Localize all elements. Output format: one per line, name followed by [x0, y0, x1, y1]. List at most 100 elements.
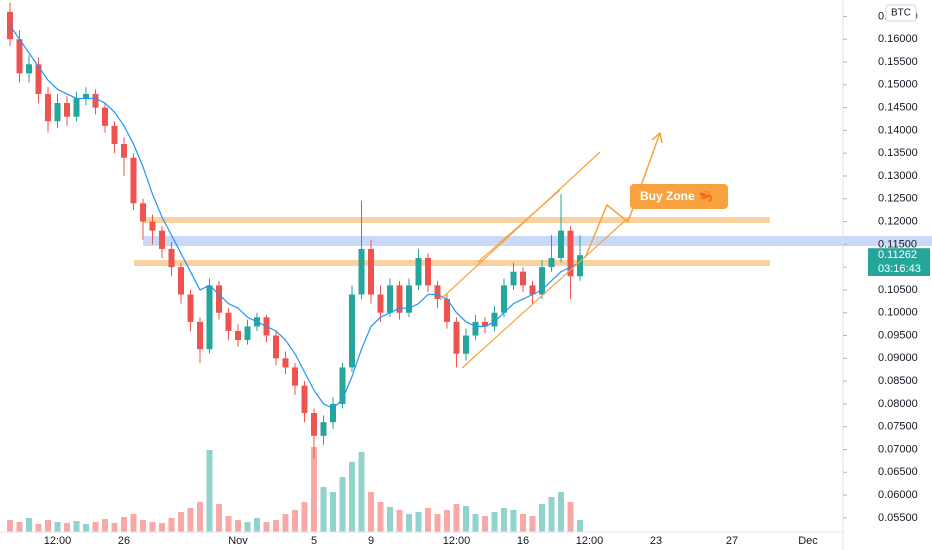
volume-bar [339, 477, 346, 532]
countdown-box [868, 262, 930, 276]
candle-body [339, 367, 346, 404]
volume-bar [244, 522, 251, 532]
candle-body [282, 358, 289, 368]
volume-bar [425, 508, 431, 532]
candle-body [482, 321, 488, 327]
candle-body [406, 285, 412, 313]
x-tick-label: 23 [650, 535, 662, 547]
volume-bar [130, 514, 137, 532]
volume-bar [197, 502, 203, 532]
y-tick-label: 0.14000 [878, 124, 918, 136]
x-tick-label: 12:00 [443, 535, 471, 547]
y-tick-label: 0.06500 [878, 466, 918, 478]
candle-body [558, 230, 564, 259]
candle-body [548, 258, 555, 268]
candle-body [311, 413, 317, 436]
x-tick-label: 12:00 [44, 535, 72, 547]
candle-body [111, 125, 118, 145]
upper-level [143, 217, 770, 223]
volume-bar [102, 519, 108, 532]
candle-body [92, 93, 99, 108]
volume-bar [406, 514, 412, 532]
candle-body [377, 294, 384, 313]
drawings [134, 217, 932, 266]
zone-axis-band [843, 236, 932, 246]
y-tick-label: 0.08500 [878, 375, 918, 387]
volume-bar [529, 516, 536, 532]
candle-body [45, 93, 51, 122]
volume-bar [482, 516, 488, 532]
lower-level [134, 260, 770, 266]
volume-bar [168, 518, 175, 532]
candle-body [501, 285, 507, 313]
candle-body [16, 39, 23, 74]
candle-body [54, 103, 61, 122]
volume-bar [539, 504, 545, 532]
candle-body [225, 312, 232, 331]
y-tick-label: 0.12000 [878, 215, 918, 227]
candle-body [292, 367, 298, 386]
volume-bar [292, 510, 298, 532]
volume-bar [140, 520, 146, 532]
candle-body [434, 285, 441, 300]
candle-body [368, 248, 374, 295]
candle-body [73, 98, 80, 117]
volume-bar [73, 521, 80, 532]
x-tick-label: Nov [228, 535, 248, 547]
candle-body [358, 248, 365, 295]
candle-body [491, 312, 498, 327]
symbol-box [885, 4, 917, 22]
candle-body [301, 385, 308, 414]
x-tick-label: 16 [517, 535, 529, 547]
candle-body [472, 321, 479, 336]
channel [439, 131, 663, 369]
candle-body [453, 321, 460, 354]
volume-bar [149, 522, 156, 532]
candle-body [83, 93, 89, 99]
volume-bar [453, 504, 460, 532]
y-tick-label: 0.11500 [878, 238, 917, 250]
volume-bar [64, 523, 70, 532]
volume-bar [330, 492, 336, 532]
x-tick-label: Dec [798, 535, 818, 547]
volume-bar [377, 502, 384, 532]
candle-body [320, 422, 327, 436]
buy-zone-label: Buy Zone 🦐 [640, 189, 713, 203]
volume-bar [254, 518, 260, 532]
x-tick-label: 27 [726, 535, 738, 547]
candle-body [415, 258, 422, 286]
candle-body [159, 230, 165, 249]
candle-body [510, 271, 517, 286]
channel-lower [461, 217, 629, 369]
volume-bar [558, 492, 564, 532]
volume-bar [358, 452, 365, 532]
candle-body [35, 64, 42, 94]
candle-body [197, 321, 203, 350]
buy-zone-label-box [630, 184, 728, 209]
symbol: BTC [891, 8, 911, 19]
volume-bar [45, 520, 51, 532]
volume-bar [263, 522, 270, 532]
candle-body [273, 335, 279, 359]
projection-arrow [584, 132, 661, 259]
volume-bar [16, 522, 23, 532]
volume-bar [472, 514, 479, 532]
resistance-zone [143, 236, 843, 246]
y-tick-label: 0.12500 [878, 193, 918, 205]
candle-body [444, 299, 450, 322]
candle-body [187, 294, 194, 322]
countdown: 03:16:43 [878, 263, 921, 275]
volume-bar [349, 462, 355, 532]
volume-bar [491, 512, 498, 532]
volume-bar [35, 524, 42, 532]
last-price: 0.11262 [878, 249, 917, 261]
volume-bar [520, 514, 526, 532]
arrow-head [651, 131, 663, 144]
volume-bar [501, 508, 507, 532]
candle-body [529, 285, 536, 295]
y-tick-label: 0.16000 [878, 33, 918, 45]
volume-bar [178, 512, 184, 532]
moving-average [9, 25, 581, 410]
y-tick-label: 0.10500 [878, 284, 918, 296]
